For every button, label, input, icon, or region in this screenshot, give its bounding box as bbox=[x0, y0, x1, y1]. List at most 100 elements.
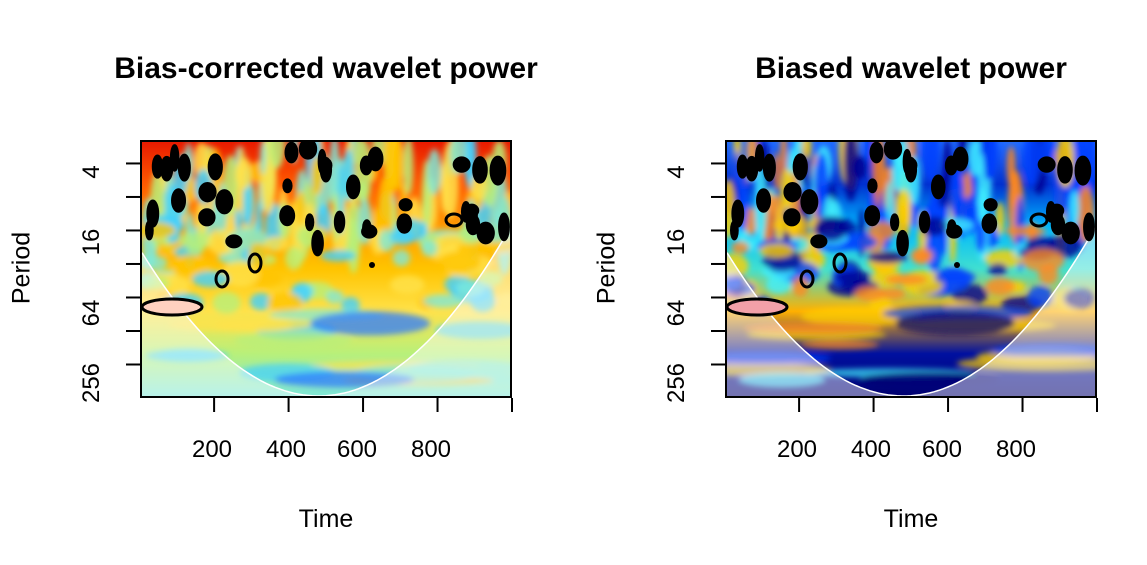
heatmap-cell bbox=[310, 311, 431, 336]
heatmap-cell bbox=[867, 221, 896, 241]
significance-contour bbox=[177, 153, 191, 182]
heatmap-cell bbox=[437, 251, 482, 274]
heatmap-cell bbox=[274, 371, 415, 388]
significance-contour bbox=[907, 158, 918, 173]
significance-contour bbox=[396, 213, 413, 234]
y-tick-label: 4 bbox=[78, 165, 105, 179]
significance-contour bbox=[783, 181, 802, 203]
heatmap-cells bbox=[727, 142, 1095, 388]
significance-contour bbox=[465, 213, 481, 236]
heatmap-cell bbox=[991, 343, 1095, 358]
significance-contour bbox=[489, 155, 507, 186]
y-tick-label: 16 bbox=[663, 228, 690, 256]
heatmap-cell bbox=[250, 293, 272, 311]
heatmap-cell bbox=[145, 349, 229, 362]
heatmap-cell bbox=[268, 142, 286, 169]
significance-contour bbox=[151, 154, 164, 179]
significance-contour bbox=[883, 142, 903, 160]
heatmap-cell bbox=[934, 269, 976, 285]
chart-panel-biased: Biased wavelet power Period Time 4 16 64… bbox=[585, 0, 1147, 565]
heatmap-cell bbox=[427, 148, 442, 196]
heatmap-cell bbox=[731, 241, 750, 255]
significance-contour bbox=[1029, 212, 1049, 228]
heatmap-cell bbox=[423, 294, 465, 308]
significance-contour bbox=[799, 269, 815, 289]
heatmap-cell bbox=[178, 231, 215, 249]
heatmap-cell bbox=[859, 371, 1000, 388]
heatmap-cell bbox=[234, 209, 243, 231]
significance-contour bbox=[864, 205, 881, 227]
significance-contour bbox=[736, 154, 749, 179]
significance-contour bbox=[810, 234, 828, 249]
chart-panel-bias-corrected: Bias-corrected wavelet power Period Time… bbox=[0, 0, 573, 565]
significance-contour bbox=[367, 146, 384, 172]
heatmap-cell bbox=[392, 249, 411, 267]
x-tick-label: 400 bbox=[265, 436, 307, 463]
significance-contours bbox=[727, 142, 1095, 317]
significance-contour bbox=[304, 213, 315, 232]
heatmap-cell bbox=[854, 286, 886, 301]
significance-contour bbox=[207, 153, 223, 181]
significance-contour bbox=[398, 198, 413, 212]
significance-contour bbox=[171, 188, 187, 213]
heatmap-cell bbox=[385, 171, 394, 231]
y-axis-label: Period bbox=[592, 231, 621, 305]
cone-of-influence-line bbox=[142, 227, 510, 396]
significance-contour bbox=[476, 221, 495, 245]
heatmap-cell bbox=[191, 271, 230, 288]
significance-contours bbox=[142, 142, 510, 317]
significance-contour bbox=[1057, 156, 1073, 184]
heatmap-cell bbox=[285, 246, 303, 270]
y-tick-label: 64 bbox=[663, 299, 690, 327]
significance-contour bbox=[1050, 213, 1066, 236]
heatmap-cell bbox=[295, 190, 306, 226]
heatmap-cell bbox=[479, 271, 503, 287]
heatmap-cell bbox=[867, 251, 908, 264]
significance-contour bbox=[867, 178, 878, 194]
significance-contour bbox=[198, 208, 216, 227]
y-tick-label: 64 bbox=[78, 299, 105, 327]
y-tick-label: 256 bbox=[78, 362, 105, 404]
heatmap-cell bbox=[161, 272, 190, 296]
heatmap-cell bbox=[390, 275, 425, 295]
significance-contour bbox=[247, 252, 263, 274]
significance-contour bbox=[284, 142, 299, 164]
significance-contour bbox=[792, 153, 808, 181]
heatmap-cell bbox=[260, 142, 267, 176]
heatmap-cell bbox=[320, 250, 357, 262]
significance-contour bbox=[142, 297, 204, 317]
heatmap-cell bbox=[800, 339, 879, 350]
y-tick-label: 16 bbox=[78, 228, 105, 256]
x-axis-label: Time bbox=[298, 505, 354, 533]
heatmap-cell bbox=[911, 250, 932, 265]
significance-contour bbox=[452, 156, 471, 173]
heatmap-cell bbox=[1004, 226, 1047, 237]
x-axis-label: Time bbox=[883, 505, 939, 533]
heatmap-cell bbox=[1021, 248, 1065, 272]
significance-contour bbox=[727, 297, 789, 317]
y-tick-label: 4 bbox=[663, 165, 690, 179]
heatmap-cell bbox=[212, 292, 241, 314]
heatmap-cell bbox=[801, 142, 812, 159]
heatmap-cell bbox=[984, 249, 1025, 268]
x-tick-label: 800 bbox=[995, 436, 1037, 463]
heatmap-cell bbox=[403, 142, 414, 195]
heatmap-cell bbox=[878, 288, 906, 300]
x-tick-label: 200 bbox=[191, 436, 233, 463]
heatmap-cell bbox=[727, 275, 743, 290]
heatmap-cell bbox=[186, 241, 205, 255]
heatmap-cell bbox=[780, 142, 788, 178]
heatmap-cell bbox=[234, 332, 352, 350]
significance-contour bbox=[896, 229, 909, 257]
significance-contour bbox=[800, 189, 819, 215]
heatmap-cell bbox=[455, 280, 485, 297]
significance-contour bbox=[146, 199, 160, 228]
heatmap-cell bbox=[886, 181, 894, 223]
heatmap-cell bbox=[1063, 288, 1095, 309]
heatmap-cell bbox=[235, 157, 253, 190]
significance-contour bbox=[1083, 212, 1095, 242]
heatmap-cell bbox=[497, 293, 510, 308]
axes bbox=[126, 162, 513, 412]
x-tick-label: 200 bbox=[776, 436, 818, 463]
heatmap-cell bbox=[843, 142, 859, 202]
